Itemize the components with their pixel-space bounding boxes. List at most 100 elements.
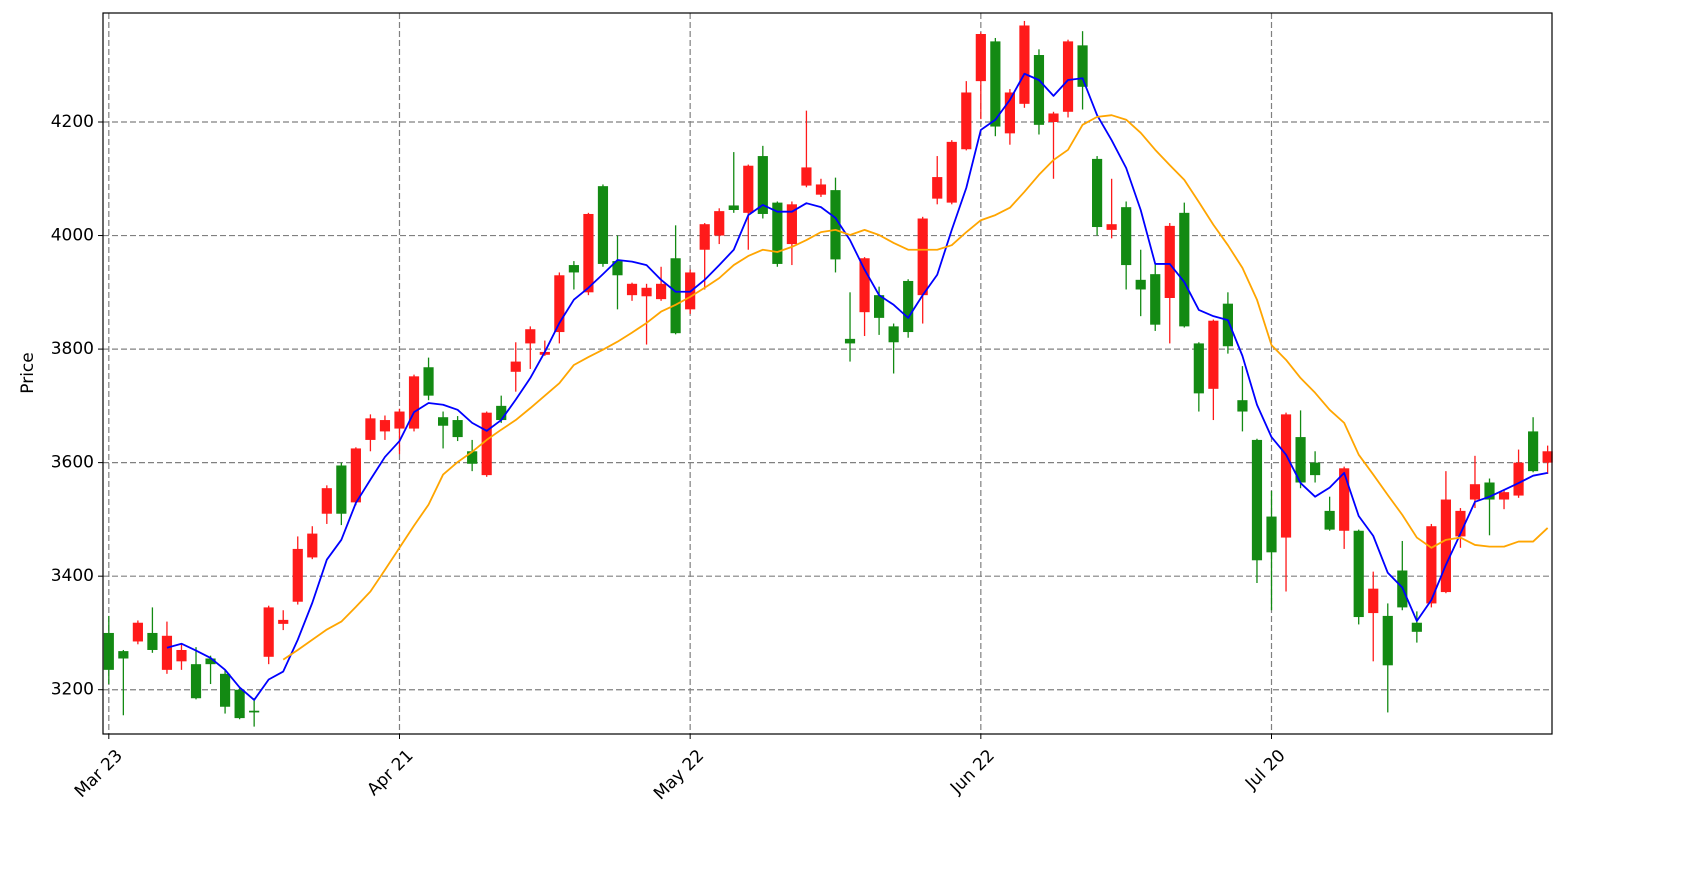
candle-body	[1251, 439, 1263, 561]
candle-body	[379, 420, 391, 432]
candle-body	[176, 649, 187, 662]
candle-body	[205, 658, 216, 665]
candle-body	[626, 283, 638, 296]
candle-body	[844, 338, 856, 344]
candle-body	[103, 632, 114, 670]
candle-body	[670, 258, 681, 334]
candle-body	[772, 202, 783, 264]
candle-body	[1150, 274, 1161, 325]
candle-body	[1353, 530, 1364, 618]
candle-body	[743, 165, 754, 213]
candle-body	[714, 211, 725, 236]
candle-body	[1513, 462, 1524, 496]
candle-body	[278, 619, 289, 624]
candle-body	[161, 635, 173, 670]
y-tick-label: 4200	[51, 112, 94, 132]
candle-body	[757, 156, 768, 214]
candle-body	[1440, 499, 1451, 593]
candle-body	[307, 533, 318, 558]
candle-body	[1193, 343, 1204, 394]
candle-body	[394, 411, 405, 429]
candle-body	[1135, 279, 1146, 290]
candle-body	[1164, 225, 1175, 298]
candle-body	[888, 326, 899, 343]
candle-body	[815, 184, 827, 195]
candle-body	[1280, 414, 1292, 538]
candle-body	[1368, 588, 1379, 614]
candle-body	[365, 418, 376, 440]
y-tick-label: 3200	[51, 680, 94, 700]
candle-body	[1295, 437, 1306, 483]
candle-body	[1019, 25, 1030, 104]
candle-body	[1324, 510, 1335, 530]
candle-body	[801, 167, 812, 186]
candle-body	[1004, 92, 1015, 134]
candle-body	[1121, 207, 1132, 266]
candle-body	[830, 190, 841, 260]
candle-body	[249, 710, 260, 713]
candle-body	[1077, 45, 1088, 87]
candle-body	[612, 261, 623, 276]
candle-body	[1411, 622, 1422, 632]
candle-body	[917, 218, 928, 296]
candle-body	[554, 275, 565, 333]
candle-body	[1062, 41, 1074, 112]
candle-body	[1455, 510, 1466, 537]
candle-body	[656, 283, 667, 300]
candle-body	[597, 186, 609, 264]
candle-body	[1498, 492, 1510, 500]
candle-body	[946, 141, 957, 203]
candle-body	[786, 204, 797, 245]
candle-body	[408, 376, 420, 429]
candle-body	[1048, 113, 1059, 123]
candle-body	[903, 280, 914, 333]
candle-body	[1033, 55, 1045, 125]
candle-body	[132, 622, 143, 642]
candle-body	[263, 607, 274, 657]
candle-body	[1179, 212, 1190, 327]
candle-body	[1266, 516, 1277, 553]
y-tick-label: 3400	[51, 566, 94, 586]
candle-body	[1208, 320, 1219, 389]
candle-body	[1092, 158, 1103, 228]
plot-frame	[102, 12, 1553, 735]
candle-body	[190, 664, 202, 699]
candle-body	[437, 417, 449, 426]
candle-body	[583, 213, 594, 293]
candle-body	[1222, 303, 1233, 347]
candle-body	[510, 361, 521, 372]
candle-body	[874, 295, 885, 318]
line-series	[166, 72, 1548, 701]
candle-body	[1484, 482, 1495, 500]
y-tick-label: 4000	[51, 226, 94, 246]
candle-body	[728, 205, 739, 210]
candle-body	[1382, 615, 1393, 666]
candle-body	[350, 448, 361, 503]
candle-body	[932, 177, 943, 199]
y-axis-label: Price	[18, 352, 38, 393]
candle-body	[641, 287, 652, 297]
line-series	[282, 114, 1549, 661]
y-tick-label: 3800	[51, 339, 94, 359]
candle-body	[1426, 526, 1437, 604]
candle-body	[699, 224, 710, 250]
candle-body	[1528, 431, 1539, 472]
candle-body	[147, 632, 158, 650]
candle-body	[118, 651, 129, 659]
candle-body	[1542, 451, 1553, 463]
candle-body	[568, 265, 579, 273]
candle-body	[481, 412, 492, 476]
candle-body	[321, 488, 332, 514]
candle-body	[423, 367, 434, 396]
candle-body	[452, 420, 463, 438]
candle-body	[990, 41, 1001, 127]
candle-body	[1106, 224, 1117, 230]
candle-body	[336, 465, 347, 514]
candle-body	[292, 548, 303, 602]
candle-body	[975, 34, 986, 82]
candle-body	[961, 92, 972, 150]
candle-body	[467, 451, 478, 464]
y-tick-label: 3600	[51, 453, 94, 473]
